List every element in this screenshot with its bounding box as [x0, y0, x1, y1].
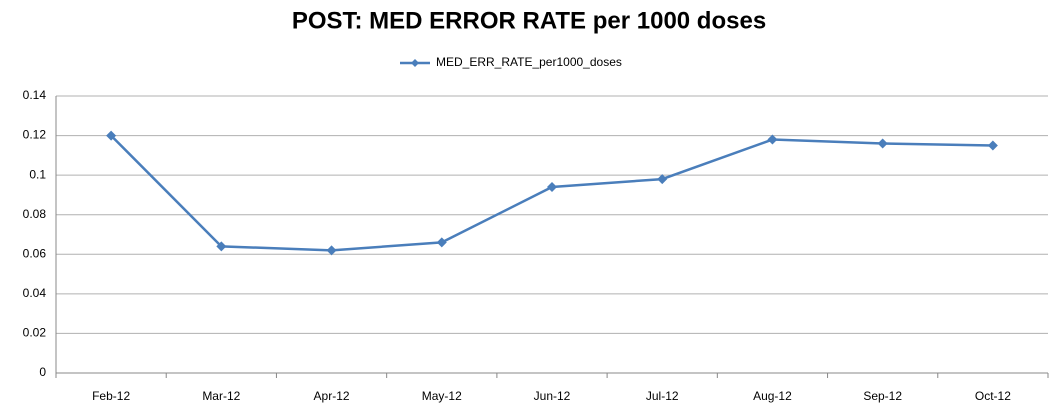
data-point: [657, 174, 668, 185]
x-tick-label: Aug-12: [753, 389, 792, 403]
data-point: [436, 237, 447, 248]
data-point: [326, 245, 337, 256]
legend-marker: [411, 59, 419, 67]
x-tick-label: Sep-12: [863, 389, 902, 403]
x-tick-label: Oct-12: [975, 389, 1011, 403]
x-tick-label: Jun-12: [534, 389, 571, 403]
x-tick-label: Feb-12: [92, 389, 130, 403]
data-point: [877, 138, 888, 149]
y-tick-label: 0.14: [23, 88, 47, 102]
y-tick-label: 0.08: [23, 207, 47, 221]
data-point: [106, 130, 117, 141]
x-tick-label: Apr-12: [314, 389, 350, 403]
y-tick-label: 0: [39, 365, 46, 379]
data-point: [767, 134, 778, 145]
legend-label: MED_ERR_RATE_per1000_doses: [436, 55, 622, 69]
x-tick-label: Mar-12: [202, 389, 240, 403]
y-tick-label: 0.12: [23, 128, 47, 142]
data-point: [987, 140, 998, 151]
data-point: [216, 241, 227, 252]
series-line: [110, 134, 993, 252]
chart-title: POST: MED ERROR RATE per 1000 doses: [292, 7, 766, 34]
y-tick-label: 0.1: [29, 167, 46, 181]
y-tick-label: 0.04: [23, 286, 47, 300]
y-tick-label: 0.02: [23, 326, 47, 340]
x-tick-label: Jul-12: [646, 389, 679, 403]
y-tick-label: 0.06: [23, 246, 47, 260]
x-tick-label: May-12: [422, 389, 462, 403]
data-point: [547, 182, 557, 193]
